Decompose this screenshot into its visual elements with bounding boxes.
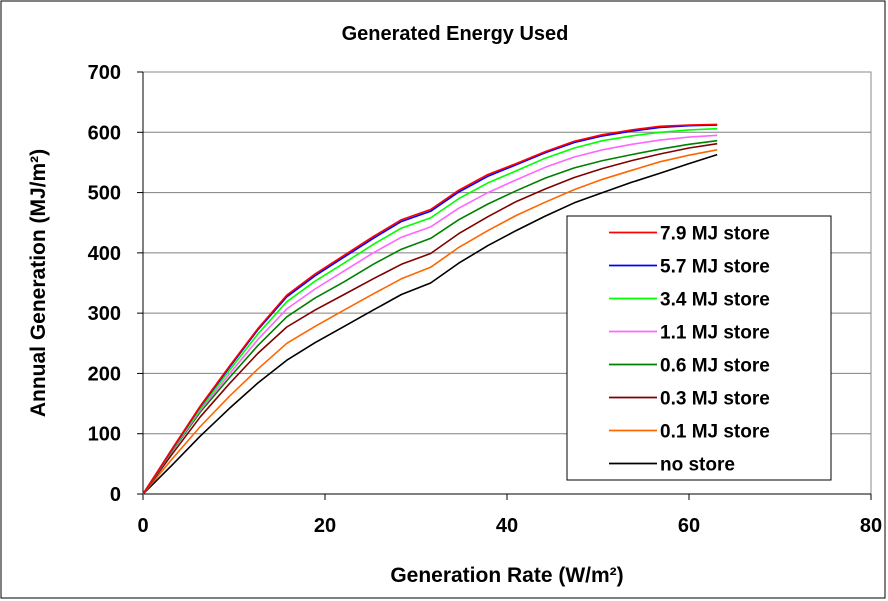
series-line-1-1-mj-store <box>142 134 718 495</box>
y-tick-label: 300 <box>88 303 121 325</box>
legend-label: 0.1 MJ store <box>660 422 770 443</box>
x-tick-label: 80 <box>860 515 882 537</box>
y-tick-label: 200 <box>88 363 121 385</box>
x-axis-title: Generation Rate (W/m²) <box>390 564 623 587</box>
y-tick-label: 700 <box>88 62 121 84</box>
y-tick-label: 400 <box>88 243 121 265</box>
series-line-no-store <box>142 153 718 495</box>
y-tick-label: 600 <box>88 122 121 144</box>
series-line-7-9-mj-store <box>142 123 718 495</box>
legend-label: 1.1 MJ store <box>660 323 770 344</box>
y-axis-title: Annual Generation (MJ/m²) <box>27 149 50 417</box>
legend-box <box>566 215 832 481</box>
legend-label: 5.7 MJ store <box>660 257 770 278</box>
legend-label: 3.4 MJ store <box>660 290 770 311</box>
y-tick-label: 500 <box>88 183 121 205</box>
x-tick-label: 20 <box>314 515 336 537</box>
series-line-3-4-mj-store <box>142 127 718 495</box>
series-lines <box>142 123 718 495</box>
legend: 7.9 MJ store 5.7 MJ store 3.4 MJ store 1.1 … <box>566 215 832 481</box>
legend-label: 0.3 MJ store <box>660 389 770 410</box>
series-line-0-1-mj-store <box>142 149 718 495</box>
x-tick-label: 40 <box>496 515 518 537</box>
y-tick-label: 100 <box>88 424 121 446</box>
series-line-0-6-mj-store <box>142 139 718 495</box>
legend-label: 0.6 MJ store <box>660 356 770 377</box>
axes: 0 100 200 300 400 500 600 700 0 20 40 60 80 <box>88 62 883 537</box>
legend-label: no store <box>660 455 735 476</box>
y-tick-label: 0 <box>110 484 121 506</box>
legend-label: 7.9 MJ store <box>660 224 770 245</box>
series-line-0-3-mj-store <box>142 142 718 495</box>
chart-title: Generated Energy Used <box>342 23 569 45</box>
x-tick-label: 60 <box>678 515 700 537</box>
x-tick-label: 0 <box>137 515 148 537</box>
